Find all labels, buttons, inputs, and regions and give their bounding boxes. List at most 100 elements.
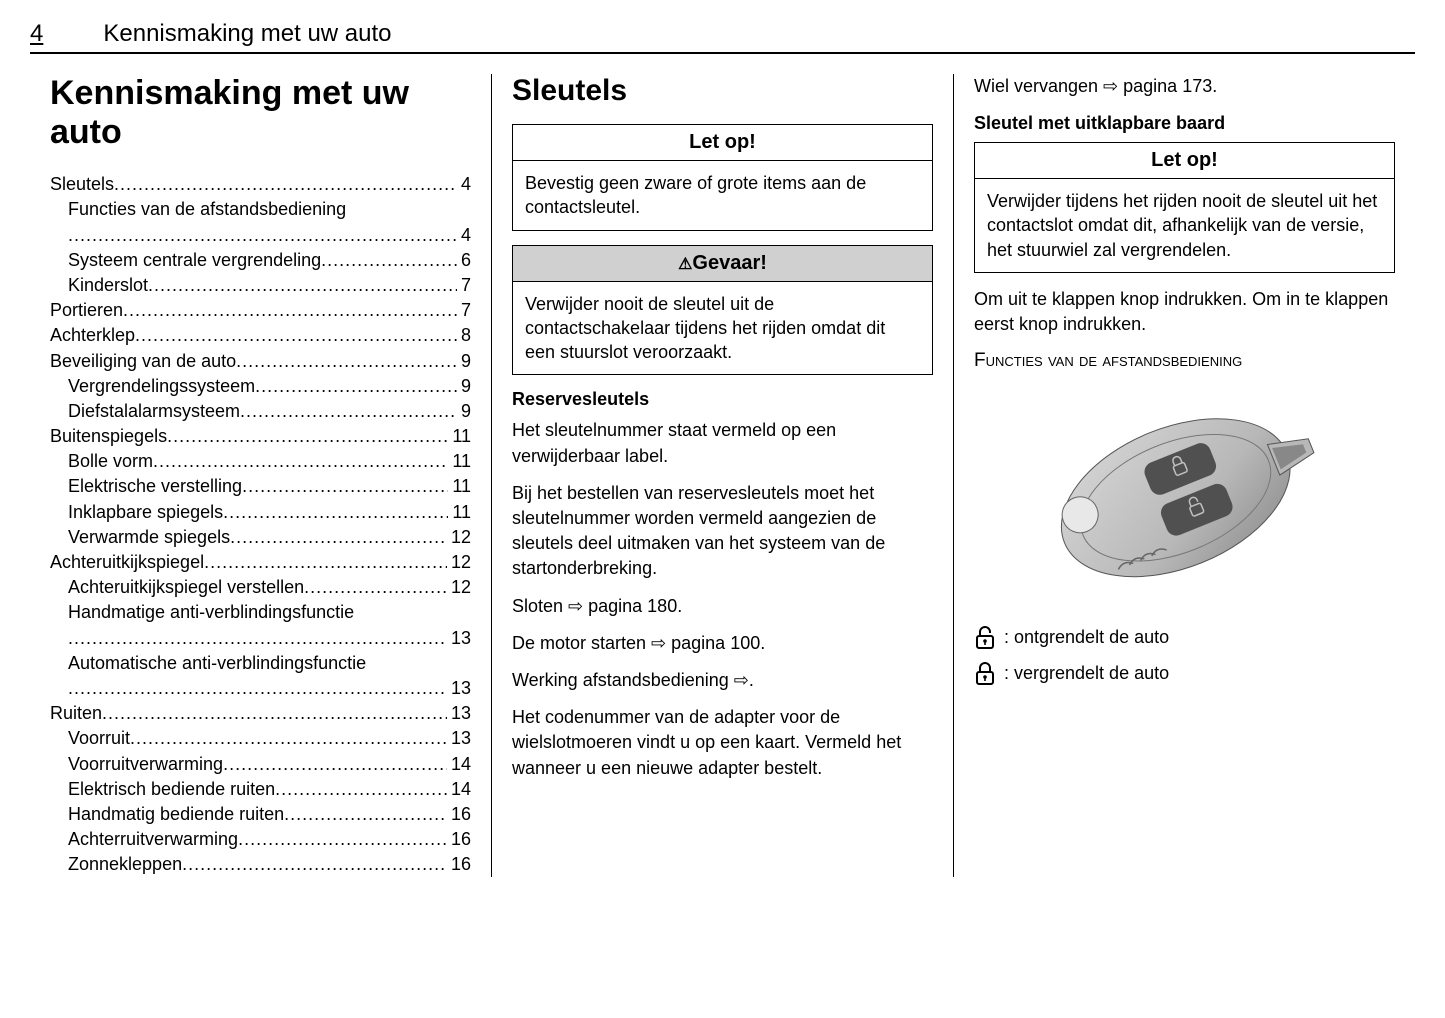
warning-box-body: Verwijder nooit de sleutel uit de contac… <box>513 282 932 375</box>
toc-entry: Zonnekleppen16 <box>50 852 471 877</box>
lock-text: : vergrendelt de auto <box>1004 663 1169 684</box>
toc-dots <box>114 172 457 197</box>
toc-dots <box>167 424 448 449</box>
toc-label: Achterruitverwarming <box>68 827 238 852</box>
para-codenummer: Het codenummer van de adapter voor de wi… <box>512 705 933 781</box>
toc-label: Vergrendelingssysteem <box>68 374 255 399</box>
content-columns: Kennismaking met uw auto Sleutels 4 Functi… <box>30 74 1415 877</box>
main-title: Kennismaking met uw auto <box>50 74 471 152</box>
toc-dots <box>240 399 457 424</box>
toc-entry: Achterklep 8 <box>50 323 471 348</box>
column-1: Kennismaking met uw auto Sleutels 4 Functi… <box>30 74 492 877</box>
toc-label: Ruiten <box>50 701 102 726</box>
para-sleutelnummer: Het sleutelnummer staat vermeld op een v… <box>512 418 933 468</box>
key-fob-illustration <box>1025 384 1345 604</box>
toc-label: Kinderslot <box>68 273 148 298</box>
section-title-sleutels: Sleutels <box>512 74 933 108</box>
toc-label: Functies van de afstandsbediening <box>68 197 346 222</box>
notice-box-header: Let op! <box>513 125 932 161</box>
unlock-description: : ontgrendelt de auto <box>974 624 1395 650</box>
toc-label: Portieren <box>50 298 123 323</box>
toc-entry: Diefstalalarmsysteem9 <box>50 399 471 424</box>
toc-entry: Systeem centrale vergrendeling 6 <box>50 248 471 273</box>
toc-dots <box>102 701 447 726</box>
para-wiel-ref: Wiel vervangen ⇨ pagina 173. <box>974 74 1395 99</box>
toc-entry: Portieren 7 <box>50 298 471 323</box>
toc-dots <box>255 374 457 399</box>
heading-functies: Functies van de afstandsbediening <box>974 349 1395 374</box>
warning-header-text: Gevaar! <box>692 252 767 274</box>
toc-dots <box>223 500 448 525</box>
toc-page: 4 <box>457 223 471 248</box>
para-motor-ref: De motor starten ⇨ pagina 100. <box>512 631 933 656</box>
unlock-icon <box>974 624 996 650</box>
toc-label: Buitenspiegels <box>50 424 167 449</box>
toc-entry: Automatische anti-verblindingsfunctie <box>50 651 471 676</box>
toc-page: 9 <box>457 374 471 399</box>
toc-entry: Verwarmde spiegels12 <box>50 525 471 550</box>
toc-page: 13 <box>447 726 471 751</box>
toc-entry: Achteruitkijkspiegel12 <box>50 550 471 575</box>
toc-entry: Ruiten 13 <box>50 701 471 726</box>
toc-page: 13 <box>447 626 471 651</box>
toc-page: 6 <box>457 248 471 273</box>
toc-label: Zonnekleppen <box>68 852 182 877</box>
toc-dots <box>223 752 447 777</box>
toc-label: Achterklep <box>50 323 135 348</box>
toc-entry-continuation: 4 <box>50 223 471 248</box>
warning-triangle-icon: ⚠ <box>678 256 692 273</box>
toc-label: Beveiliging van de auto <box>50 349 236 374</box>
toc-dots <box>123 298 457 323</box>
toc-page: 7 <box>457 298 471 323</box>
toc-dots <box>135 323 457 348</box>
toc-page: 16 <box>447 827 471 852</box>
toc-page: 8 <box>457 323 471 348</box>
toc-dots <box>230 525 447 550</box>
toc-entry: Functies van de afstandsbediening <box>50 197 471 222</box>
table-of-contents: Sleutels 4 Functies van de afstandsbedieni… <box>50 172 471 877</box>
toc-label: Handmatig bediende ruiten <box>68 802 284 827</box>
notice-box-body-2: Verwijder tijdens het rijden nooit de sl… <box>975 179 1394 272</box>
toc-label: Diefstalalarmsysteem <box>68 399 240 424</box>
toc-page: 13 <box>447 676 471 701</box>
toc-dots <box>304 575 447 600</box>
toc-page: 13 <box>447 701 471 726</box>
toc-page: 4 <box>457 172 471 197</box>
toc-page: 11 <box>448 474 471 499</box>
toc-entry: Achteruitkijkspiegel verstellen12 <box>50 575 471 600</box>
toc-label: Elektrisch bediende ruiten <box>68 777 275 802</box>
toc-dots <box>275 777 447 802</box>
toc-label: Voorruit <box>68 726 130 751</box>
notice-box-header-2: Let op! <box>975 143 1394 179</box>
toc-page: 9 <box>457 349 471 374</box>
toc-label: Bolle vorm <box>68 449 153 474</box>
toc-page: 11 <box>448 449 471 474</box>
lock-description: : vergrendelt de auto <box>974 660 1395 686</box>
toc-page: 12 <box>447 525 471 550</box>
toc-entry: Achterruitverwarming 16 <box>50 827 471 852</box>
toc-dots <box>68 223 457 248</box>
toc-label: Systeem centrale vergrendeling <box>68 248 321 273</box>
toc-entry: Beveiliging van de auto 9 <box>50 349 471 374</box>
toc-entry-continuation: 13 <box>50 626 471 651</box>
toc-entry: Sleutels 4 <box>50 172 471 197</box>
toc-page: 11 <box>448 500 471 525</box>
toc-label: Sleutels <box>50 172 114 197</box>
column-3: Wiel vervangen ⇨ pagina 173. Sleutel met… <box>954 74 1415 877</box>
toc-dots <box>68 676 447 701</box>
toc-label: Handmatige anti-verblindingsfunctie <box>68 600 354 625</box>
notice-box-letop-1: Let op! Bevestig geen zware of grote ite… <box>512 124 933 231</box>
toc-entry-continuation: 13 <box>50 676 471 701</box>
toc-dots <box>182 852 447 877</box>
lock-icon <box>974 660 996 686</box>
toc-page: 14 <box>447 752 471 777</box>
toc-entry: Voorruitverwarming14 <box>50 752 471 777</box>
para-klappen: Om uit te klappen knop indrukken. Om in … <box>974 287 1395 337</box>
toc-dots <box>236 349 457 374</box>
toc-dots <box>204 550 447 575</box>
subhead-reservesleutels: Reservesleutels <box>512 389 933 410</box>
toc-dots <box>321 248 457 273</box>
toc-entry: Elektrisch bediende ruiten 14 <box>50 777 471 802</box>
para-bestellen: Bij het bestellen van reservesleutels mo… <box>512 481 933 582</box>
toc-page: 14 <box>447 777 471 802</box>
